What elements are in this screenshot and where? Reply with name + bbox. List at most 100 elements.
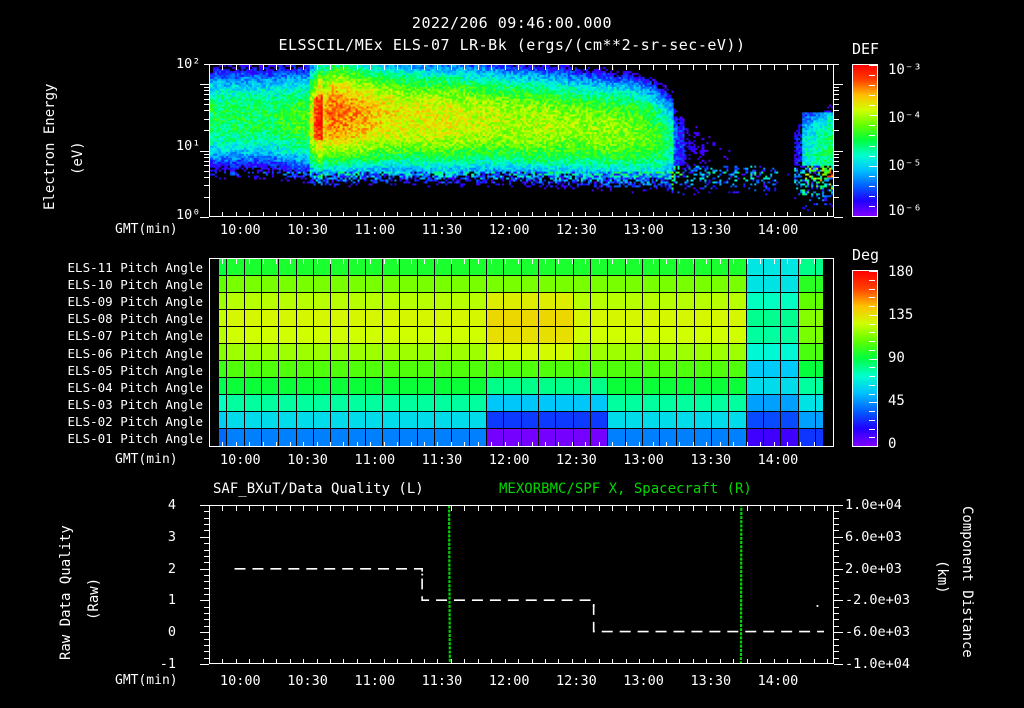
def-label-1e-4: 10⁻⁴ (888, 110, 922, 126)
deg-label-180: 180 (888, 264, 914, 280)
pitch-angle-cell (365, 378, 384, 395)
pitch-angle-cell (712, 327, 730, 344)
pitch-angle-cell (469, 276, 487, 293)
colorbar-tick (869, 402, 878, 404)
pitch-angle-cell (660, 293, 678, 310)
def-label-1e-5: 10⁻⁵ (888, 158, 922, 174)
pitch-angle-cell (677, 412, 695, 429)
pitch-angle-cell (365, 429, 384, 446)
deg-label-135: 135 (888, 307, 914, 323)
pitch-gmt-label: GMT(min) (115, 452, 178, 467)
def-colorbar (852, 64, 878, 217)
pitch-angle-cell (625, 344, 643, 361)
pitch-angle-cell (435, 310, 453, 327)
pitch-angle-cell (227, 378, 245, 395)
pitch-angle-cell (538, 429, 557, 446)
pitch-angle-cell (365, 293, 384, 310)
pitch-angle-cell (625, 276, 643, 293)
pitch-angle-cell (244, 293, 262, 310)
pitch-row-label: ELS-09 Pitch Angle (67, 293, 203, 309)
pitch-angle-cell (469, 293, 487, 310)
line-right-ytick-label: -2.0e+03 (845, 592, 911, 609)
line-right-axis-units: (km) (934, 560, 950, 594)
energy-spectrogram-canvas (210, 65, 833, 216)
pitch-angle-cell (764, 293, 782, 310)
pitch-angle-cell (261, 412, 280, 429)
colorbar-tick (869, 367, 875, 369)
pitch-angle-cell (642, 293, 661, 310)
colorbar-tick (869, 115, 878, 117)
pitch-angle-cell (556, 310, 574, 327)
pitch-angle-cell (365, 276, 384, 293)
colorbar-tick (869, 419, 875, 421)
pitch-angle-cell (487, 429, 505, 446)
colorbar-tick (869, 205, 875, 207)
pitch-angle-cell (383, 429, 401, 446)
pitch-angle-cell (798, 412, 816, 429)
colorbar-tick (869, 271, 878, 272)
pitch-angle-cell (590, 344, 609, 361)
pitch-row-label: ELS-05 Pitch Angle (67, 362, 203, 378)
pitch-angle-cell (521, 412, 539, 429)
pitch-angle-row (210, 395, 833, 412)
pitch-angle-row (210, 327, 833, 344)
pitch-angle-row (210, 412, 833, 429)
line-plot-svg (234, 506, 825, 663)
pitch-angle-cell (764, 412, 782, 429)
time-tick-label: 14:00 (757, 222, 799, 238)
pitch-angle-cell (296, 412, 314, 429)
pitch-angle-cell (660, 429, 678, 446)
pitch-angle-cell (556, 361, 574, 378)
pitch-angle-cell (296, 429, 314, 446)
pitch-angle-cell (504, 395, 522, 412)
pitch-angle-cell (590, 429, 609, 446)
line-left-ytick-label: 1 (167, 592, 176, 609)
pitch-angle-cell (365, 310, 384, 327)
pitch-angle-cell (261, 327, 280, 344)
pitch-angle-cell (660, 378, 678, 395)
pitch-angle-cell (244, 259, 262, 276)
pitch-angle-cell (487, 412, 505, 429)
pitch-angle-cell (279, 293, 297, 310)
pitch-angle-cell (556, 378, 574, 395)
energy-x-ticks-top (209, 65, 834, 73)
colorbar-tick (869, 185, 875, 187)
pitch-angle-cell (279, 378, 297, 395)
time-tick-label: 14:00 (757, 673, 799, 689)
pitch-angle-cell (452, 327, 470, 344)
pitch-angle-cell (798, 310, 816, 327)
pitch-angle-cell (435, 259, 453, 276)
pitch-angle-cell (729, 429, 747, 446)
line-right-axis-label: Component Distance (959, 506, 975, 658)
pitch-angle-cell (348, 344, 366, 361)
pitch-angle-cell (556, 327, 574, 344)
pitch-angle-cell (452, 361, 470, 378)
colorbar-tick (869, 105, 875, 107)
line-left-ytick-label: 4 (167, 497, 176, 513)
pitch-angle-cell (590, 276, 609, 293)
pitch-row-label: ELS-10 Pitch Angle (67, 276, 203, 292)
pitch-angle-cell (227, 412, 245, 429)
pitch-angle-cell (521, 344, 539, 361)
line-y-ticks-right (834, 0, 843, 708)
deg-label-0: 0 (888, 436, 897, 452)
pitch-angle-cell (227, 293, 245, 310)
data-quality-trace (234, 568, 825, 633)
pitch-angle-cell (435, 344, 453, 361)
pitch-angle-cell (279, 395, 297, 412)
pitch-angle-cell (712, 293, 730, 310)
pitch-angle-cell (538, 361, 557, 378)
line-right-ytick-label: -1.0e+04 (845, 656, 911, 672)
pitch-angle-cell (365, 259, 384, 276)
pitch-angle-row (210, 361, 833, 378)
pitch-angle-cell (313, 361, 332, 378)
colorbar-tick (869, 216, 878, 217)
pitch-angle-cell (712, 361, 730, 378)
pitch-angle-cell (573, 327, 591, 344)
deg-label-90: 90 (888, 350, 905, 366)
time-tick-label: 12:30 (556, 673, 597, 689)
pitch-angle-cell (573, 378, 591, 395)
pitch-angle-cell (729, 310, 747, 327)
pitch-angle-cell (452, 293, 470, 310)
pitch-angle-cell (608, 327, 626, 344)
